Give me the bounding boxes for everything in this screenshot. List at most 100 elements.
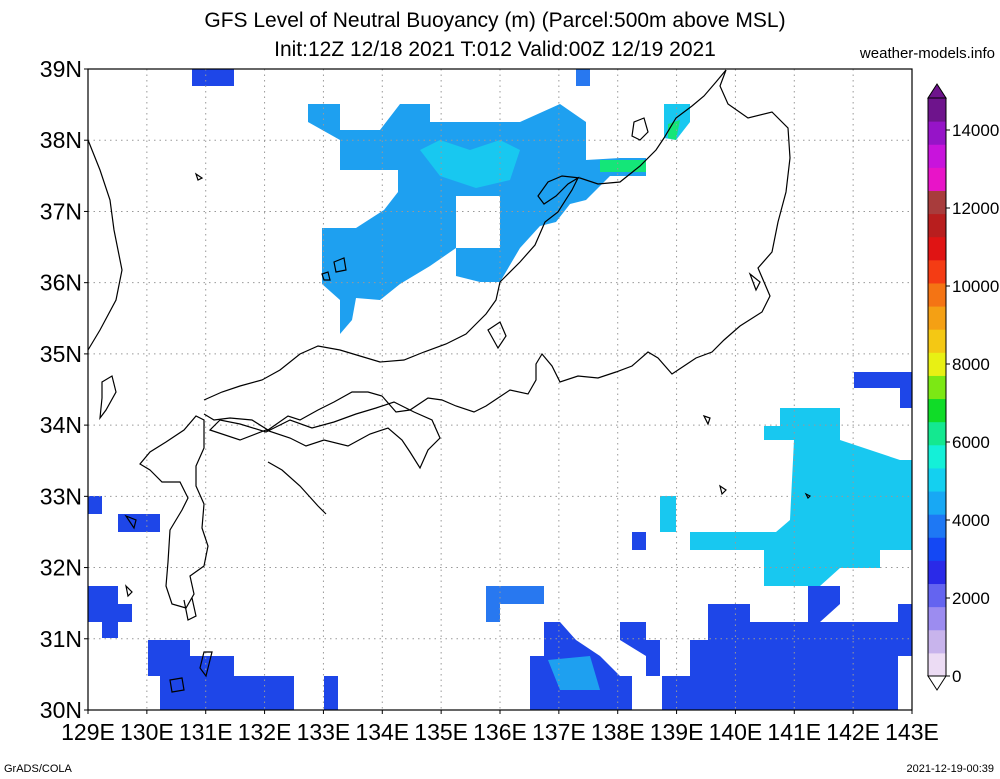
field-patch xyxy=(88,586,132,638)
lat-label: 31N xyxy=(40,626,82,652)
colorbar-label: 8000 xyxy=(952,355,990,374)
lon-label: 140E xyxy=(709,719,763,745)
field-patch xyxy=(148,640,294,710)
oki-island xyxy=(333,257,347,273)
colorbar-swatch xyxy=(928,491,946,515)
lat-label: 36N xyxy=(40,270,82,296)
coastline xyxy=(87,69,812,693)
lon-label: 143E xyxy=(885,719,939,745)
islet-2 xyxy=(804,492,812,500)
honshu-north-coast xyxy=(499,69,727,283)
colorbar-label: 4000 xyxy=(952,511,990,530)
lon-label: 131E xyxy=(179,719,233,745)
field-patch xyxy=(192,69,234,86)
colorbar: 14000 12000 10000 8000 6000 4000 2000 0 xyxy=(927,83,999,691)
lon-label: 142E xyxy=(826,719,880,745)
lat-label: 34N xyxy=(40,412,82,438)
colorbar-swatch xyxy=(928,583,946,608)
field-patch xyxy=(660,496,676,532)
colorbar-swatch xyxy=(928,537,946,561)
field-patch xyxy=(662,586,912,710)
lon-label: 130E xyxy=(120,719,174,745)
tanegashima xyxy=(199,651,213,678)
field-patch xyxy=(486,586,544,622)
shikoku xyxy=(208,401,441,515)
colorbar-swatch xyxy=(928,421,946,446)
lon-label: 134E xyxy=(355,719,409,745)
lon-label: 133E xyxy=(297,719,351,745)
colorbar-label: 14000 xyxy=(952,121,999,140)
colorbar-label: 2000 xyxy=(952,589,990,608)
islet xyxy=(194,172,204,181)
colorbar-swatch xyxy=(928,236,946,261)
lon-label: 135E xyxy=(414,719,468,745)
field-patch xyxy=(632,532,646,550)
colorbar-label: 0 xyxy=(952,667,961,686)
colorbar-label: 10000 xyxy=(952,277,999,296)
colorbar-swatch xyxy=(928,121,946,145)
buoyancy-field xyxy=(88,69,912,710)
field-patch xyxy=(324,676,338,710)
credit-label: GrADS/COLA xyxy=(4,763,72,775)
lat-label: 39N xyxy=(40,56,82,82)
colorbar-swatch xyxy=(928,98,946,122)
lon-label: 139E xyxy=(650,719,704,745)
koshiki-island xyxy=(125,584,133,598)
awaji-island xyxy=(487,321,507,350)
kyushu-inlet xyxy=(183,597,197,621)
timestamp-label: 2021-12-19-00:39 xyxy=(906,763,994,775)
tsushima-island xyxy=(99,375,117,421)
goto-island xyxy=(124,514,137,530)
field-patch xyxy=(548,656,600,690)
lat-label: 33N xyxy=(40,483,82,509)
colorbar-swatch xyxy=(928,259,946,284)
lon-label: 141E xyxy=(767,719,821,745)
lat-label: 30N xyxy=(40,697,82,723)
lon-label: 138E xyxy=(591,719,645,745)
colorbar-swatch xyxy=(928,444,946,469)
colorbar-swatch xyxy=(928,282,946,307)
colorbar-swatch xyxy=(928,144,946,168)
lat-label: 35N xyxy=(40,341,82,367)
korea-coast xyxy=(87,139,123,351)
colorbar-swatch xyxy=(928,352,946,376)
yakushima xyxy=(169,677,185,693)
field-patch xyxy=(308,104,646,334)
chart-title: GFS Level of Neutral Buoyancy (m) (Parce… xyxy=(204,9,786,32)
field-patch xyxy=(118,514,160,532)
colorbar-swatch xyxy=(928,514,946,538)
honshu-seto-coast xyxy=(203,281,501,401)
colorbar-swatch xyxy=(928,190,946,215)
colorbar-swatch xyxy=(928,213,946,238)
oki-island-small xyxy=(321,271,331,281)
colorbar-label: 12000 xyxy=(952,199,999,218)
colorbar-swatch xyxy=(928,329,946,353)
lon-label: 137E xyxy=(532,719,586,745)
lat-label: 37N xyxy=(40,198,82,224)
sado-island xyxy=(631,117,649,141)
kyushu xyxy=(139,415,209,609)
lat-label: 38N xyxy=(40,127,82,153)
colorbar-swatch xyxy=(928,375,946,400)
latitude-labels: 39N 38N 37N 36N 35N 34N 33N 32N 31N 30N xyxy=(40,56,88,723)
chart-subtitle: Init:12Z 12/18 2021 T:012 Valid:00Z 12/1… xyxy=(274,38,716,61)
field-patch xyxy=(854,372,912,408)
field-patch xyxy=(600,160,646,172)
izu-island xyxy=(702,414,711,426)
colorbar-swatch xyxy=(928,629,946,654)
honshu-east-coast xyxy=(203,69,791,431)
field-patch xyxy=(576,69,590,86)
site-label: weather-models.info xyxy=(859,45,995,62)
field-patch xyxy=(420,140,520,188)
colorbar-swatch xyxy=(928,606,946,631)
field-patch xyxy=(690,408,912,586)
colorbar-swatch xyxy=(928,167,946,191)
lon-label: 132E xyxy=(238,719,292,745)
colorbar-swatch xyxy=(928,306,946,330)
colorbar-swatch xyxy=(928,398,946,423)
izu-island-2 xyxy=(719,484,727,496)
lon-label: 136E xyxy=(473,719,527,745)
colorbar-max-arrow xyxy=(927,83,947,99)
longitude-labels: 129E 130E 131E 132E 133E 134E 135E 136E 137E 138E… xyxy=(61,710,939,745)
